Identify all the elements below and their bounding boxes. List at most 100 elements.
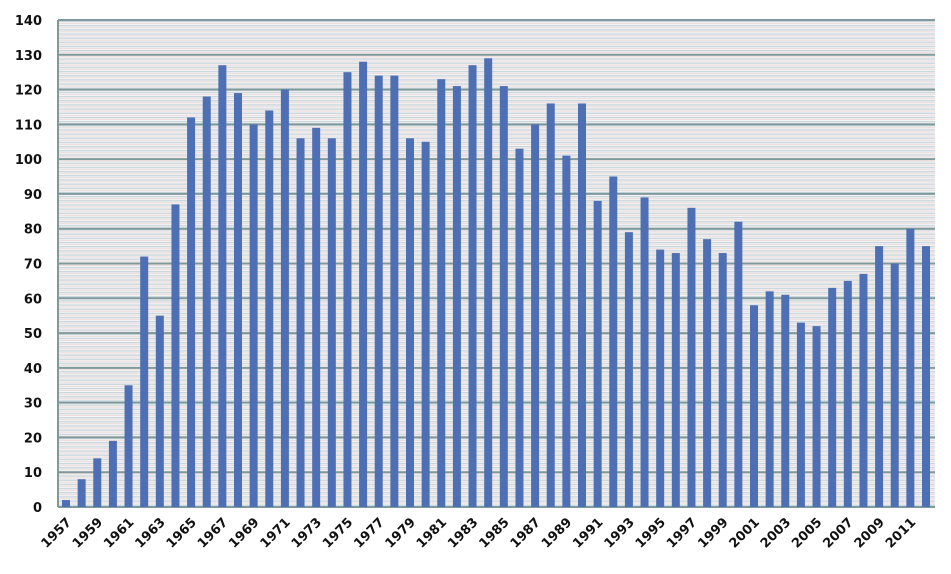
bar-1966	[202, 96, 211, 508]
bar-1968	[234, 93, 242, 508]
y-tick-label: 70	[24, 258, 42, 273]
bar-1999	[718, 253, 727, 507]
x-tick-label: 2003	[758, 515, 794, 551]
bar-1963	[155, 315, 164, 507]
x-tick-label: 1957	[39, 515, 75, 551]
bar-2010	[890, 263, 899, 507]
y-tick-label: 0	[33, 501, 42, 516]
bar-1972	[296, 138, 305, 507]
bar-1988	[546, 103, 555, 507]
bar-1962	[140, 256, 149, 507]
y-tick-label: 120	[15, 84, 42, 99]
bar-2006	[828, 287, 837, 507]
bar-1981	[437, 79, 446, 507]
y-tick-label: 40	[24, 362, 42, 377]
bar-2002	[765, 291, 774, 507]
x-tick-label: 1987	[508, 515, 544, 551]
x-tick-label: 1963	[132, 515, 168, 551]
bar-1983	[468, 65, 477, 507]
bar-1992	[609, 176, 618, 508]
bar-1994	[640, 197, 649, 507]
y-tick-label: 130	[15, 49, 42, 64]
y-tick-label: 10	[24, 466, 42, 481]
bar-1971	[280, 89, 289, 508]
y-tick-label: 80	[24, 223, 42, 238]
x-tick-label: 2011	[883, 515, 919, 551]
bar-1977	[374, 75, 383, 508]
x-tick-label: 2009	[852, 515, 888, 551]
bar-2004	[796, 322, 805, 507]
x-tick-label: 1971	[258, 515, 294, 551]
x-tick-label: 1981	[414, 515, 450, 551]
bar-2007	[843, 280, 852, 507]
x-tick-label: 1989	[539, 515, 575, 551]
y-tick-label: 100	[15, 153, 42, 168]
bar-1986	[515, 148, 524, 507]
x-tick-label: 2001	[727, 515, 763, 551]
bar-1996	[671, 253, 680, 507]
y-tick-label: 20	[24, 431, 42, 446]
x-tick-label: 1999	[695, 515, 731, 551]
bar-1959	[93, 458, 102, 507]
x-tick-label: 1997	[664, 515, 700, 551]
bar-2000	[734, 221, 743, 507]
bar-1979	[406, 138, 414, 507]
bar-2009	[875, 246, 884, 507]
bar-1958	[77, 479, 86, 507]
x-tick-label: 2005	[789, 515, 825, 551]
bar-1974	[327, 138, 336, 507]
bar-2003	[781, 294, 790, 507]
x-tick-label: 1965	[164, 515, 200, 551]
bar-2012	[922, 246, 930, 507]
bar-1976	[359, 61, 368, 507]
bar-1993	[624, 232, 633, 507]
bar-1985	[499, 86, 508, 507]
bar-1975	[343, 72, 352, 507]
bar-1995	[656, 249, 665, 508]
bar-1978	[390, 75, 399, 508]
x-tick-label: 1991	[570, 515, 606, 551]
x-tick-label: 1985	[476, 515, 512, 551]
x-tick-label: 2007	[820, 515, 856, 551]
x-tick-label: 1969	[226, 515, 262, 551]
bar-1973	[312, 127, 321, 507]
bar-1965	[187, 117, 196, 508]
y-tick-label: 60	[24, 292, 42, 307]
bar-1980	[421, 141, 430, 507]
bar-2005	[812, 326, 821, 507]
bar-1987	[531, 124, 540, 507]
x-tick-label: 1979	[383, 515, 419, 551]
x-tick-label: 1973	[289, 515, 325, 551]
bar-2011	[906, 228, 915, 507]
x-tick-label: 1993	[602, 515, 638, 551]
x-tick-label: 1967	[195, 515, 231, 551]
bar-1967	[218, 65, 227, 507]
bar-1990	[578, 103, 586, 507]
bar-1984	[484, 58, 493, 508]
bar-1969	[249, 124, 258, 507]
y-tick-label: 110	[15, 118, 42, 133]
x-tick-label: 1959	[70, 515, 106, 551]
x-tick-label: 1977	[351, 515, 387, 551]
bar-1960	[108, 440, 117, 507]
bar-1991	[593, 200, 602, 507]
y-tick-label: 140	[15, 14, 42, 29]
bar-1957	[62, 500, 70, 507]
y-tick-label: 90	[24, 188, 42, 203]
bar-2001	[750, 305, 758, 507]
x-tick-label: 1983	[445, 515, 481, 551]
bar-2008	[859, 273, 868, 507]
bar-1964	[171, 204, 180, 507]
bar-1970	[265, 110, 274, 507]
bar-1989	[562, 155, 571, 507]
bar-1982	[452, 86, 461, 507]
x-tick-label: 1995	[633, 515, 669, 551]
bar-1961	[124, 385, 133, 507]
bar-1998	[703, 239, 712, 507]
x-tick-label: 1975	[320, 515, 356, 551]
bar-1997	[687, 207, 696, 508]
y-tick-label: 50	[24, 327, 42, 342]
x-tick-label: 1961	[101, 515, 137, 551]
y-tick-label: 30	[24, 397, 42, 412]
